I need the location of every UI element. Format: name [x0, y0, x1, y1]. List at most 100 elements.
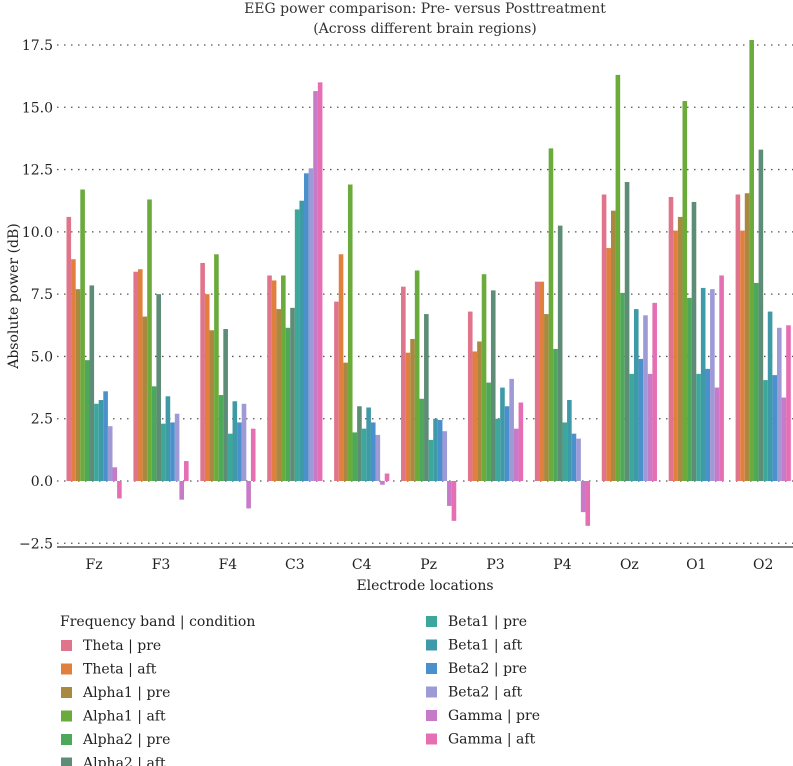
legend-label: Alpha2 | aft	[82, 756, 166, 766]
bar-c3-theta-aft	[271, 280, 277, 481]
bar-c3-beta2-aft	[308, 168, 314, 481]
bar-p4-gamma-pre	[580, 481, 586, 513]
bar-p4-gamma-aft	[585, 481, 591, 526]
legend: Frequency band | condition Theta | preTh…	[60, 614, 540, 766]
chart-title: EEG power comparison: Pre- versus Posttr…	[244, 1, 606, 17]
legend-swatch	[426, 639, 437, 651]
bar-p4-alpha1-aft	[548, 148, 554, 481]
y-tick-label: 12.5	[22, 163, 53, 179]
bar-p4-theta-pre	[534, 281, 540, 481]
legend-label: Alpha1 | aft	[82, 709, 166, 725]
x-tick-label: Oz	[620, 557, 639, 573]
bar-o2-beta1-aft	[767, 311, 773, 481]
legend-label: Beta1 | aft	[448, 638, 523, 654]
bar-f3-beta2-aft	[174, 413, 180, 481]
bar-f3-gamma-pre	[179, 481, 185, 500]
bar-c3-beta1-aft	[299, 200, 305, 481]
legend-swatch	[61, 663, 72, 675]
bar-p3-beta2-aft	[509, 378, 514, 481]
bar-oz-theta-aft	[606, 248, 611, 481]
bar-p4-beta1-pre	[562, 422, 568, 481]
bar-p3-alpha2-aft	[490, 290, 496, 481]
bar-c4-alpha1-pre	[343, 362, 348, 481]
legend-items: Theta | pre Theta | aft Alpha1 | pre Alpha1…	[61, 614, 540, 766]
bar-f3-gamma-aft	[184, 461, 189, 481]
bar-fz-alpha2-aft	[89, 285, 95, 481]
bar-f4-alpha1-aft	[214, 254, 219, 481]
bar-c3-beta1-pre	[294, 209, 300, 482]
bar-p3-gamma-aft	[518, 402, 524, 481]
legend-label: Alpha1 | pre	[82, 685, 170, 701]
bar-o1-beta2-aft	[710, 289, 715, 481]
bar-o1-alpha2-aft	[691, 201, 697, 481]
legend-swatch	[61, 710, 72, 722]
legend-label: Beta2 | pre	[448, 661, 527, 677]
legend-swatch	[61, 640, 72, 651]
bar-pz-beta1-aft	[433, 418, 438, 481]
bar-f4-alpha1-pre	[209, 330, 215, 481]
legend-swatch	[426, 733, 437, 745]
bar-p4-beta2-pre	[571, 433, 577, 481]
x-tick-label: C4	[352, 557, 372, 573]
y-tick-label: 0.0	[31, 474, 53, 490]
bar-p4-alpha1-pre	[544, 314, 549, 481]
y-tick-label: 7.5	[31, 287, 53, 303]
bar-p3-alpha1-pre	[477, 341, 482, 481]
legend-label: Beta2 | aft	[448, 685, 523, 701]
bar-o1-alpha1-pre	[677, 216, 683, 481]
bar-p3-beta1-pre	[495, 418, 501, 481]
bar-o2-alpha2-aft	[758, 149, 764, 481]
bar-oz-alpha1-aft	[615, 74, 621, 481]
x-tick-label: C3	[285, 557, 305, 573]
bar-pz-gamma-pre	[447, 481, 452, 506]
bar-oz-theta-pre	[601, 194, 607, 481]
x-tick-label: P4	[553, 557, 571, 573]
x-axis-ticks: Fz F3 F4 C3 C4 Pz P3 P4 Oz O1 O2	[86, 557, 774, 573]
bar-p3-gamma-pre	[513, 428, 519, 481]
bar-c3-gamma-pre	[313, 91, 318, 481]
bar-c3-gamma-aft	[317, 82, 323, 481]
bar-o1-gamma-pre	[714, 387, 720, 481]
bar-c4-alpha2-aft	[357, 406, 362, 481]
bar-o1-gamma-aft	[719, 275, 724, 481]
bar-p3-theta-aft	[472, 351, 478, 481]
bar-p4-alpha2-aft	[557, 225, 563, 481]
bar-c3-alpha2-pre	[285, 327, 291, 481]
legend-label: Theta | pre	[83, 638, 161, 654]
bar-f3-alpha1-aft	[147, 199, 152, 481]
bar-oz-alpha1-pre	[610, 210, 616, 481]
bar-p4-theta-aft	[539, 281, 545, 481]
y-tick-label: 17.5	[22, 38, 53, 54]
bar-p3-beta1-aft	[500, 387, 505, 481]
bar-oz-beta1-pre	[629, 373, 634, 481]
bar-o2-theta-pre	[735, 194, 741, 481]
y-tick-label: 2.5	[31, 412, 53, 428]
legend-label: Gamma | aft	[448, 732, 536, 748]
bar-fz-gamma-aft	[117, 481, 122, 499]
bar-f4-gamma-aft	[250, 428, 256, 481]
bar-f4-alpha2-pre	[218, 395, 224, 481]
bar-o2-beta2-pre	[772, 375, 777, 481]
bar-o1-alpha2-pre	[687, 297, 692, 481]
x-tick-label: F3	[152, 557, 171, 573]
x-tick-label: O1	[686, 557, 706, 573]
bar-oz-gamma-aft	[652, 302, 657, 481]
bar-o2-beta1-pre	[763, 380, 768, 481]
bar-f4-theta-pre	[200, 263, 205, 481]
bar-p3-alpha1-aft	[481, 274, 487, 481]
legend-label: Theta | aft	[83, 662, 157, 678]
bar-o2-beta2-aft	[776, 327, 782, 481]
bar-o1-theta-aft	[673, 230, 678, 481]
bar-pz-beta1-pre	[428, 439, 434, 481]
bar-f4-alpha2-aft	[223, 329, 228, 481]
bar-f4-beta1-pre	[227, 433, 233, 481]
bar-oz-alpha2-aft	[624, 182, 630, 481]
legend-swatch	[61, 734, 72, 745]
bar-f4-gamma-pre	[246, 481, 251, 509]
bar-c4-alpha1-aft	[347, 184, 353, 481]
bar-f3-theta-aft	[138, 269, 143, 481]
bar-fz-theta-aft	[71, 259, 76, 481]
bar-o1-beta1-pre	[696, 373, 701, 481]
bar-c4-theta-pre	[334, 301, 339, 481]
